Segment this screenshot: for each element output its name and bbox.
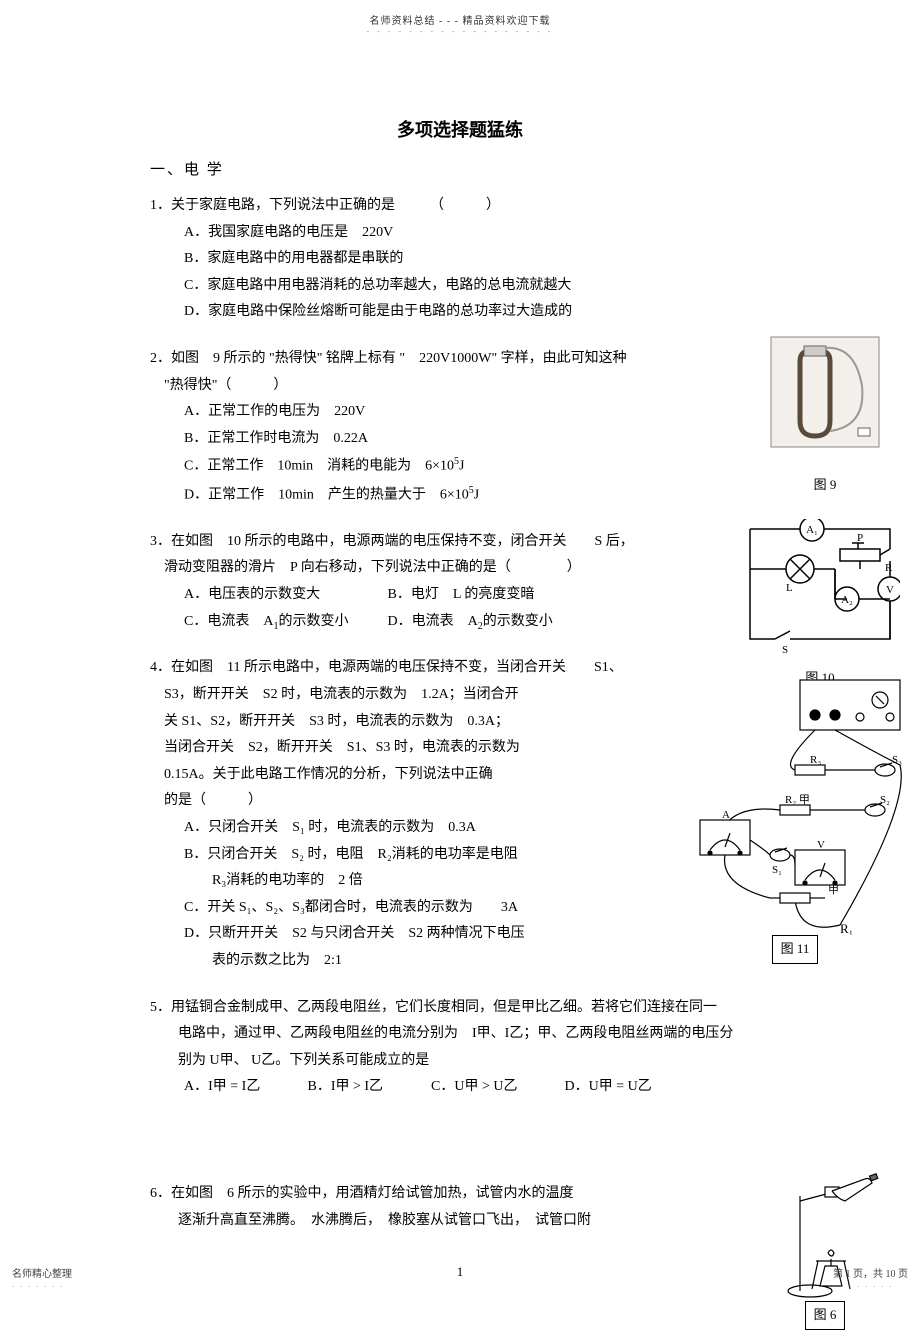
q2-stem1: 2．如图 9 所示的 "热得快" 铭牌上标有 " 220V1000W" 字样，由…: [150, 346, 770, 373]
svg-text:S: S: [782, 644, 788, 656]
q3-stem2: 滑动变阻器的滑片 P 向右移动，下列说法中正确的是（ ）: [150, 555, 770, 582]
q5-stem3: 别为 U甲、 U乙。下列关系可能成立的是: [150, 1048, 770, 1075]
figure-9: 图 9: [770, 336, 880, 501]
q3-row2: C．电流表 A1的示数变小 D．电流表 A2的示数变小: [150, 609, 770, 636]
question-6: 图 6 6．在如图 6 所示的实验中，用酒精灯给试管加热，试管内水的温度 逐渐升…: [150, 1181, 770, 1234]
svg-text:A: A: [722, 809, 730, 821]
question-5: 5．用锰铜合金制成甲、乙两段电阻丝，它们长度相同，但是甲比乙细。若将它们连接在同…: [150, 995, 770, 1101]
svg-text:R: R: [885, 562, 893, 574]
footer-right: 第 1 页，共 10 页 . . . . . . . .: [833, 1265, 908, 1289]
q2-stem2: "热得快"（ ）: [150, 373, 770, 400]
q1-stem: 1．关于家庭电路，下列说法中正确的是 （ ）: [150, 193, 770, 220]
q1-options: A．我国家庭电路的电压是 220V B．家庭电路中的用电器都是串联的 C．家庭电…: [150, 220, 770, 326]
header-line: 名师资料总结 - - - 精品资料欢迎下载: [0, 0, 920, 27]
svg-text:R₁: R₁: [840, 921, 853, 935]
question-1: 1．关于家庭电路，下列说法中正确的是 （ ） A．我国家庭电路的电压是 220V…: [150, 193, 770, 326]
header-dots: - - - - - - - - - - - - - - - - - -: [0, 27, 920, 36]
svg-text:S₃: S₃: [892, 754, 902, 766]
svg-text:A₂: A₂: [841, 594, 853, 606]
figure-6-caption: 图 6: [805, 1301, 846, 1330]
figure-11: R₃ S₃ R₂ 甲 S₂ S₁ A V 甲 R₁ 图 11: [680, 675, 910, 964]
q5-opt-b: B．I甲 > I乙: [308, 1074, 428, 1101]
q1-opt-d: D．家庭电路中保险丝熔断可能是由于电路的总功率过大造成的: [184, 299, 770, 326]
figure-6: 图 6: [770, 1171, 880, 1330]
heater-icon: [770, 336, 880, 466]
q1-opt-b: B．家庭电路中的用电器都是串联的: [184, 246, 770, 273]
q4-stem1: 4．在如图 11 所示电路中，电源两端的电压保持不变，当闭合开关 S1、: [150, 655, 770, 682]
footer-left: 名师精心整理 . . . . . . .: [12, 1265, 72, 1289]
q2-opt-d: D．正常工作 10min 产生的热量大于 6×105J: [184, 481, 770, 509]
q1-opt-c: C．家庭电路中用电器消耗的总功率越大，电路的总电流就越大: [184, 273, 770, 300]
q2-opt-c: C．正常工作 10min 消耗的电能为 6×105J: [184, 452, 770, 480]
svg-text:R₃: R₃: [810, 754, 821, 766]
page-content: 多项选择题猛练 一、电 学 1．关于家庭电路，下列说法中正确的是 （ ） A．我…: [0, 36, 920, 1300]
svg-text:S₁: S₁: [772, 864, 782, 876]
svg-text:L: L: [786, 582, 793, 594]
circuit-11-icon: R₃ S₃ R₂ 甲 S₂ S₁ A V 甲 R₁: [680, 675, 910, 935]
q3-opt-b: B．电灯 L 的亮度变暗: [388, 582, 535, 609]
q5-stem2: 电路中，通过甲、乙两段电阻丝的电流分别为 I甲、I乙；甲、乙两段电阻丝两端的电压…: [150, 1021, 770, 1048]
svg-text:V: V: [817, 839, 825, 851]
q4-stem2: S3，断开开关 S2 时，电流表的示数为 1.2A；当闭合开: [150, 682, 770, 709]
section-heading: 一、电 学: [150, 158, 770, 179]
q1-opt-a: A．我国家庭电路的电压是 220V: [184, 220, 770, 247]
svg-text:R₂ 甲: R₂ 甲: [785, 794, 810, 806]
q3-opt-a: A．电压表的示数变大: [184, 582, 384, 609]
question-3: A₁ A₂ V P R L S 图 10 3．在如图 10 所示的电路中，电源两…: [150, 529, 770, 636]
q5-opt-d: D．U甲 = U乙: [565, 1074, 652, 1101]
q3-row1: A．电压表的示数变大 B．电灯 L 的亮度变暗: [150, 582, 770, 609]
q4-stem5: 0.15A。关于此电路工作情况的分析，下列说法中正确: [150, 762, 770, 789]
q4-options: A．只闭合开关 S₁ 时，电流表的示数为 0.3A B．只闭合开关 S₂ 时，电…: [150, 815, 770, 975]
q5-opt-c: C．U甲 > U乙: [431, 1074, 561, 1101]
question-2: 图 9 2．如图 9 所示的 "热得快" 铭牌上标有 " 220V1000W" …: [150, 346, 770, 509]
q5-stem1: 5．用锰铜合金制成甲、乙两段电阻丝，它们长度相同，但是甲比乙细。若将它们连接在同…: [150, 995, 770, 1022]
q6-stem1: 6．在如图 6 所示的实验中，用酒精灯给试管加热，试管内水的温度: [150, 1181, 770, 1208]
page-title: 多项选择题猛练: [150, 116, 770, 142]
q6-stem2: 逐渐升高直至沸腾。 水沸腾后， 橡胶塞从试管口飞出， 试管口附: [150, 1208, 770, 1235]
q5-opt-a: A．I甲 = I乙: [184, 1074, 304, 1101]
q4-stem6: 的是（ ）: [150, 788, 770, 815]
q3-stem1: 3．在如图 10 所示的电路中，电源两端的电压保持不变，闭合开关 S 后，: [150, 529, 770, 556]
q2-opt-b: B．正常工作时电流为 0.22A: [184, 426, 770, 453]
q3-opt-c: C．电流表 A1的示数变小: [184, 609, 384, 636]
q5-opts: A．I甲 = I乙 B．I甲 > I乙 C．U甲 > U乙 D．U甲 = U乙: [150, 1074, 770, 1101]
circuit-10-icon: A₁ A₂ V P R L S: [740, 519, 900, 659]
question-4: R₃ S₃ R₂ 甲 S₂ S₁ A V 甲 R₁ 图 11 4．在如图 11 …: [150, 655, 770, 974]
q4-stem4: 当闭合开关 S2，断开开关 S1、S3 时，电流表的示数为: [150, 735, 770, 762]
q4-stem3: 关 S1、S2，断开开关 S3 时，电流表的示数为 0.3A；: [150, 709, 770, 736]
figure-11-caption: 图 11: [772, 935, 819, 964]
q2-options: A．正常工作的电压为 220V B．正常工作时电流为 0.22A C．正常工作 …: [150, 399, 770, 509]
svg-text:甲: 甲: [828, 884, 839, 896]
svg-text:P: P: [857, 532, 863, 544]
figure-9-caption: 图 9: [807, 470, 844, 501]
q2-opt-a: A．正常工作的电压为 220V: [184, 399, 770, 426]
svg-text:A₁: A₁: [806, 524, 818, 536]
page-number: 1: [150, 1264, 770, 1280]
q3-opt-d: D．电流表 A2的示数变小: [388, 609, 553, 636]
svg-text:S₂: S₂: [880, 794, 890, 806]
svg-text:V: V: [886, 584, 894, 596]
